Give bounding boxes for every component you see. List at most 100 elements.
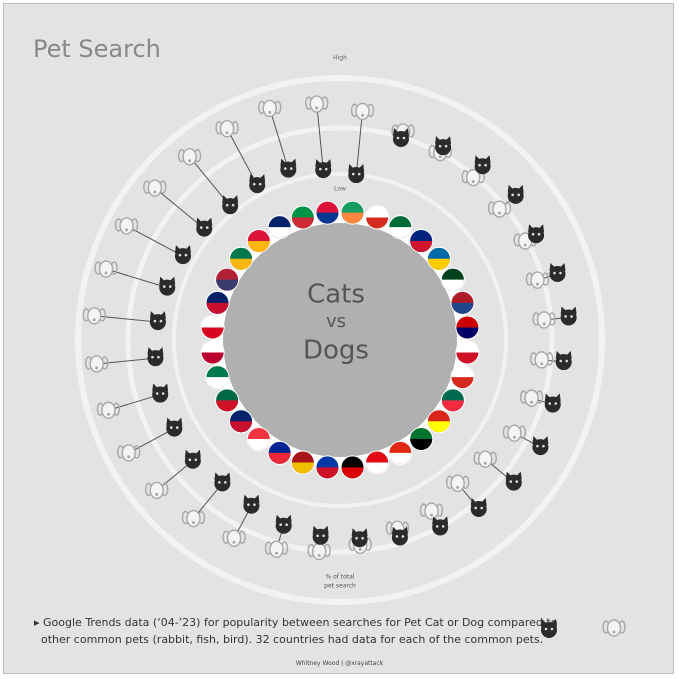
cat-eye [279,523,282,526]
dog-head [507,424,522,442]
cat-marker [174,245,191,265]
cat-head [541,622,557,638]
dog-head [492,200,507,218]
cat-head [507,187,524,204]
dog-marker [529,351,554,369]
cat-head [214,475,231,492]
flag-stripe [341,212,364,224]
flag-stripe [230,258,253,270]
flag-stripe [456,327,479,339]
flag-stripe [366,217,389,229]
cat-head [555,354,572,371]
flag-stripe [410,241,433,253]
dog-marker [84,355,109,373]
dog-nose [153,190,157,194]
flag-stripe [247,241,270,253]
cat-eye [159,319,163,323]
connector [108,394,161,411]
cat-head [184,452,201,469]
dog-head [355,102,370,121]
dog-marker [502,424,527,442]
dog-marker [145,481,169,500]
flag-stripe [366,462,389,474]
cat-marker [249,174,266,194]
center-text: vs [326,311,346,332]
flag-stripe [291,462,314,474]
cat-head [560,309,577,326]
dog-head [121,444,136,462]
cat-eye [509,480,513,483]
dog-nose [498,211,502,215]
cat-marker [243,494,260,514]
dog-nose [612,630,616,634]
cat-marker [312,525,329,545]
cat-eye [550,627,554,631]
cat-eye [247,503,250,507]
cat-eye [517,193,520,197]
cat-eye [544,627,548,631]
dog-head [98,260,114,278]
flag-stripe [451,302,474,314]
cat-eye [435,525,439,528]
dog-nose [275,551,279,555]
credit: Whitney Wood | @xrayattack [295,660,384,667]
dog-head [309,95,324,113]
dog-nose [106,412,110,416]
cat-marker [222,195,239,215]
flag-stripe [201,352,224,364]
center-text: Cats [307,280,365,310]
cat-head [312,528,329,545]
cat-marker [528,224,545,244]
dog-nose [523,243,527,247]
dog-nose [92,318,96,322]
cat-marker [315,159,332,179]
flag-stripe [206,377,229,389]
dog-nose [512,435,516,439]
flag-stripe [451,377,474,389]
dog-marker [181,509,206,528]
cat-eye [537,232,541,236]
cat-eye [290,167,293,170]
dog-head [119,217,134,235]
tick-label: High [333,55,347,62]
dog-nose [530,400,534,404]
cat-eye [169,426,173,429]
cat-head [174,248,191,265]
dog-nose [429,513,433,517]
cat-marker [275,514,292,534]
cat-eye [194,458,198,462]
cat-marker [391,526,408,546]
flag-stripe [427,421,450,433]
cat-eye [253,503,256,507]
cat-marker [392,128,409,148]
footnote-line: Google Trends data (‘04-’23) for popular… [43,616,558,629]
footnote-line: other common pets (rabbit, fish, bird). … [41,633,544,646]
flag-stripe [441,400,464,412]
dog-marker [419,502,444,520]
legend-cat [541,619,557,638]
cat-marker [435,136,452,156]
cat-head [149,314,166,331]
dog-marker [519,389,544,407]
dog-nose [315,106,319,110]
dog-head [424,502,439,520]
cat-marker [159,276,176,296]
dog-head [182,148,197,166]
connector [316,103,324,171]
cat-head [147,350,164,367]
dog-nose [456,485,460,489]
dog-head [89,355,104,373]
ring [75,75,605,605]
dog-marker [532,311,556,329]
cat-eye [153,319,157,323]
cat-eye [401,535,405,538]
dog-nose [127,455,131,459]
chart-title: Pet Search [33,35,161,63]
flag-stripe [410,438,433,450]
cat-marker [544,393,561,413]
cat-head [196,220,213,237]
dog-nose [225,131,229,135]
dog-head [524,389,539,407]
cat-head [249,177,266,194]
cat-head [159,279,176,296]
